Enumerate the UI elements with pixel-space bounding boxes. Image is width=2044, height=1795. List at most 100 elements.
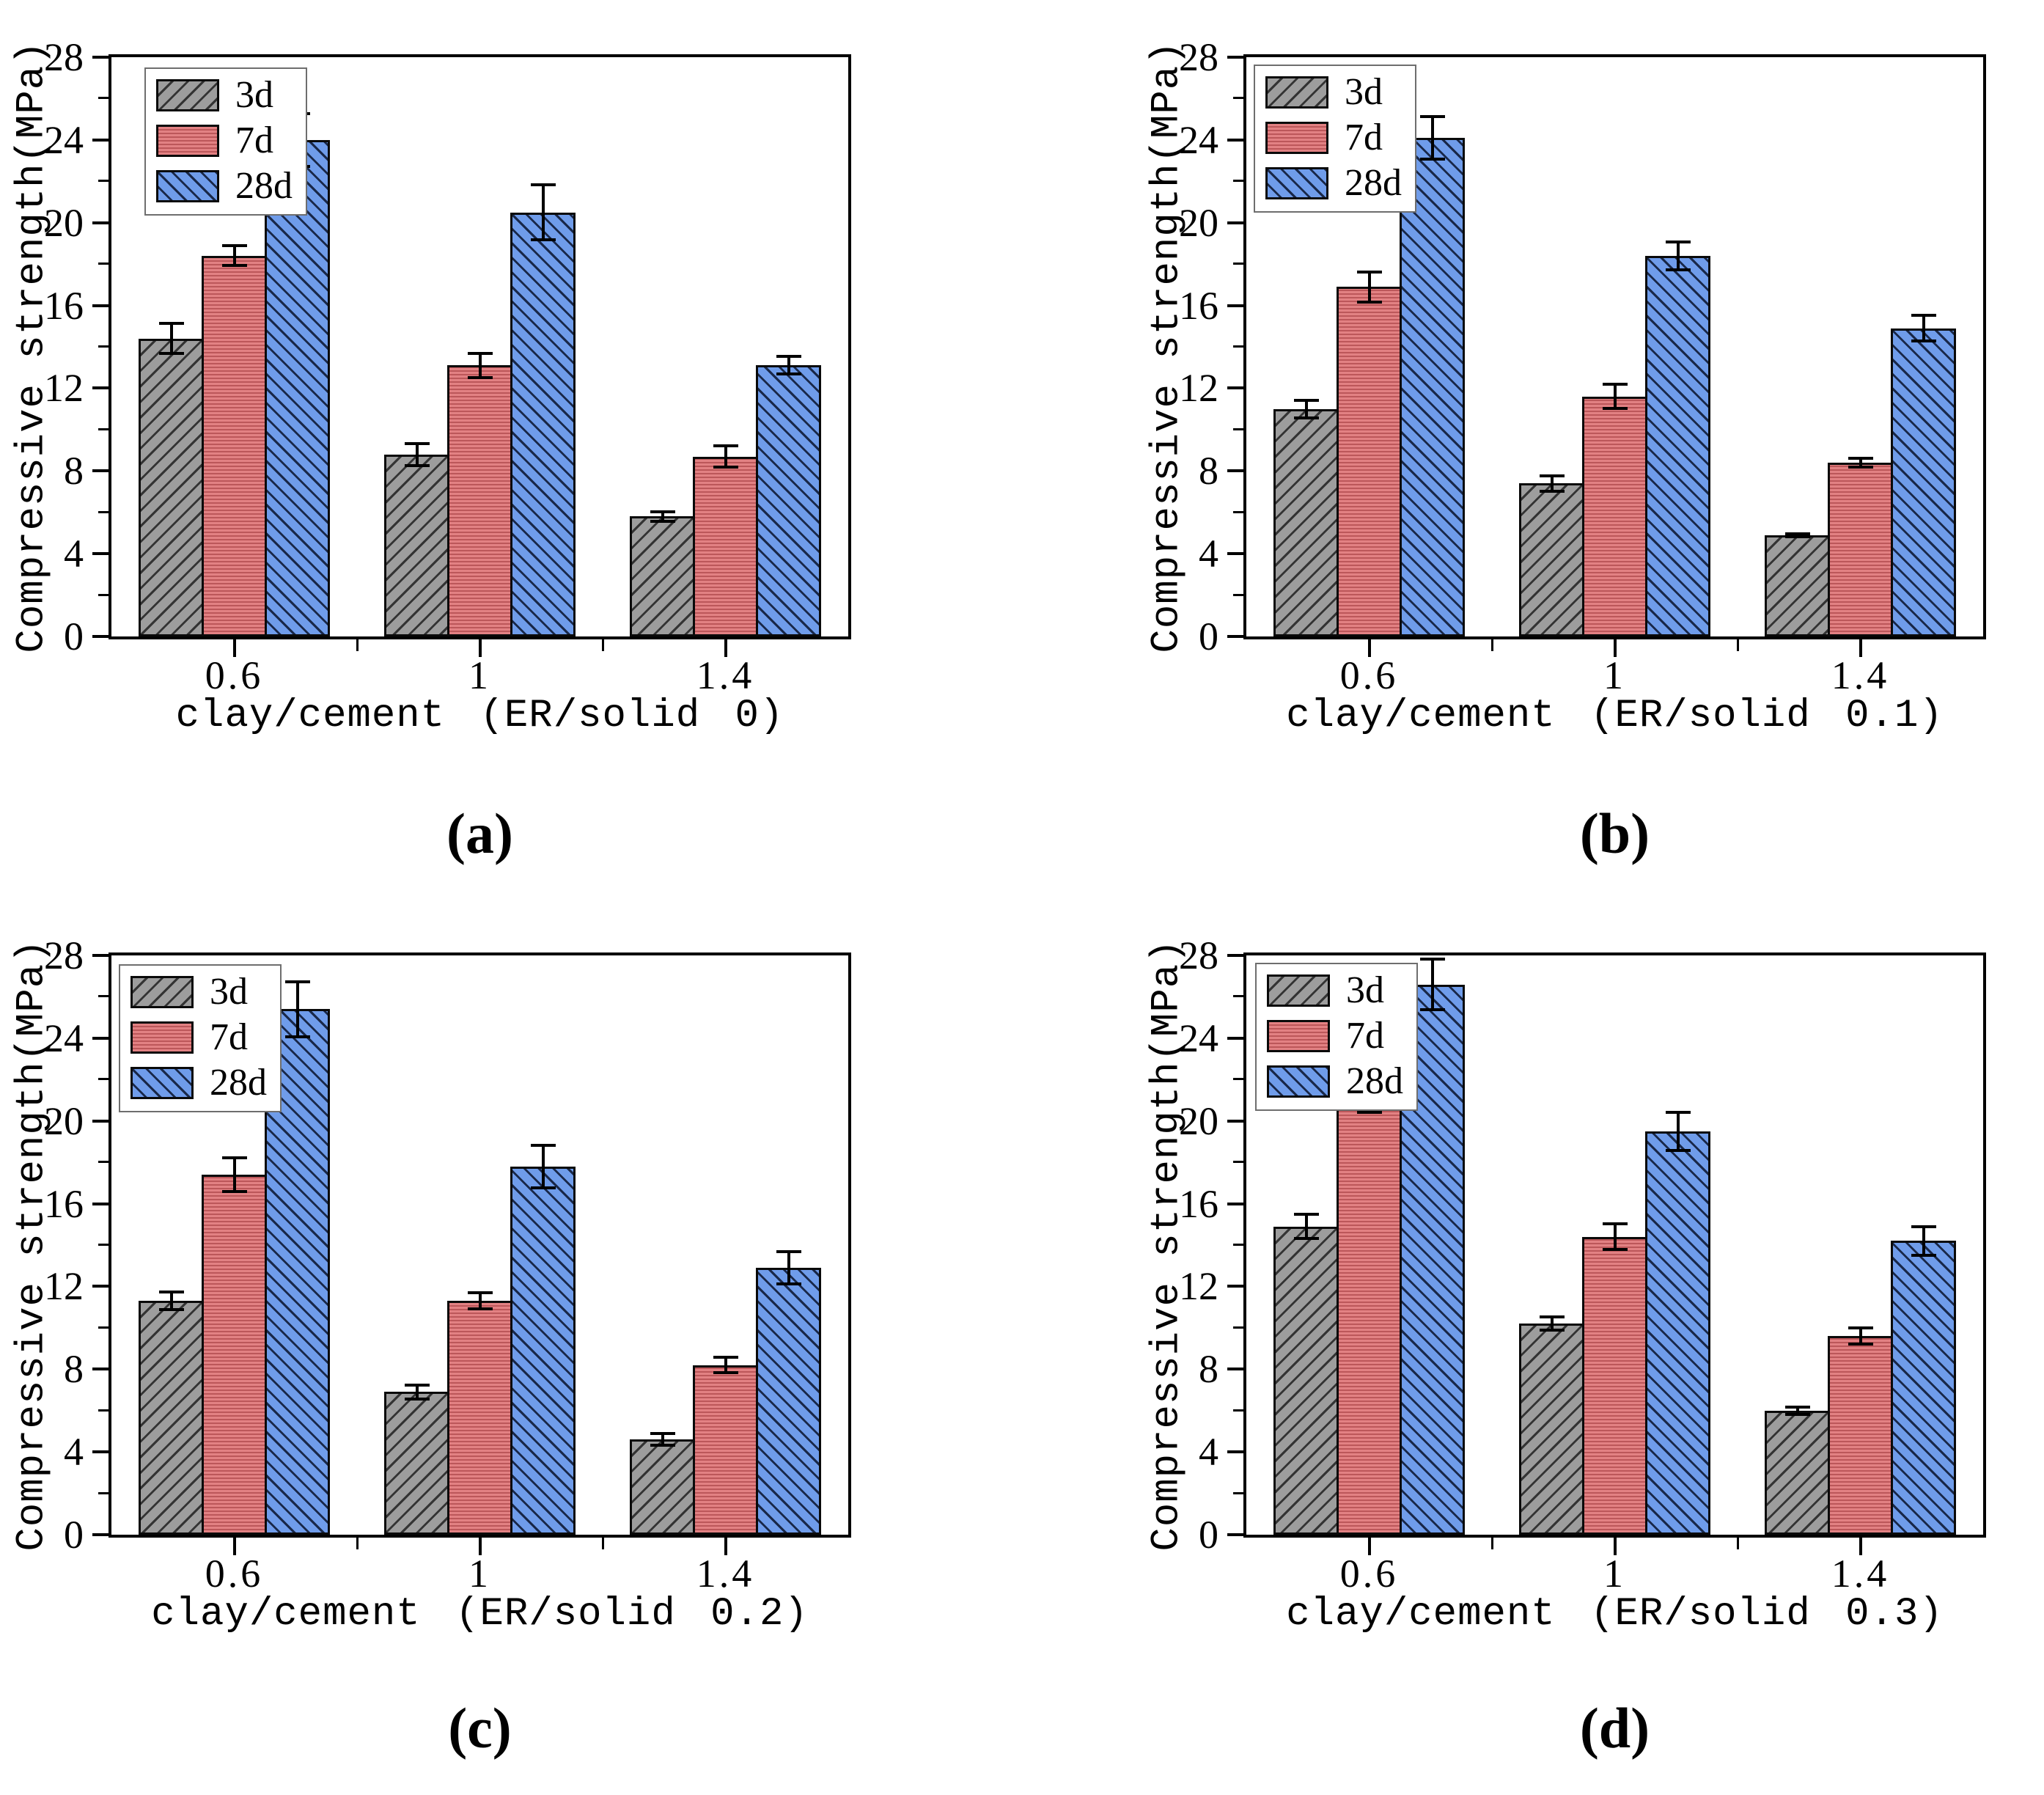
error-bar-cap-bottom xyxy=(1356,300,1382,304)
y-minor-tick xyxy=(98,1409,109,1412)
bar-7d-0.6 xyxy=(1337,1095,1402,1535)
y-minor-tick xyxy=(1233,180,1243,183)
bar-7d-0.6 xyxy=(202,255,267,636)
y-tick-label: 28 xyxy=(1179,933,1218,977)
x-minor-tick xyxy=(601,1538,604,1549)
y-tick-label: 20 xyxy=(44,200,84,245)
y-tick-label: 24 xyxy=(44,1016,84,1060)
x-major-tick xyxy=(232,639,236,657)
error-bar-cap-bottom xyxy=(713,1371,738,1375)
x-tick-label: 1.4 xyxy=(1831,653,1890,697)
y-major-tick xyxy=(1227,469,1243,473)
error-bar-cap-top xyxy=(1911,313,1936,317)
error-bar-stem xyxy=(724,1355,727,1375)
error-bar-cap-top xyxy=(158,322,184,326)
bar-3d-1.4 xyxy=(630,1439,695,1535)
x-tick-label: 0.6 xyxy=(1339,1552,1399,1596)
error-bar-cap-top xyxy=(1848,456,1873,460)
legend-swatch-28d xyxy=(1267,1065,1330,1098)
bar-3d-0.6 xyxy=(139,338,204,636)
legend-label-28d: 28d xyxy=(235,165,293,207)
y-minor-tick xyxy=(1233,1326,1243,1329)
x-minor-tick xyxy=(1736,1538,1739,1549)
y-tick-label: 4 xyxy=(1199,1430,1218,1475)
y-tick-label: 8 xyxy=(1199,449,1218,493)
error-bar-stem xyxy=(232,244,236,268)
y-minor-tick xyxy=(1233,263,1243,265)
error-bar-stem xyxy=(1430,957,1434,1012)
error-bar-cap-bottom xyxy=(1419,1008,1445,1012)
error-bar-cap-top xyxy=(713,1355,738,1359)
error-bar-cap-top xyxy=(404,441,430,445)
legend: 3d 7d 28d xyxy=(1255,963,1418,1111)
error-bar-stem xyxy=(661,1432,664,1447)
y-major-tick xyxy=(1227,635,1243,638)
bar-28d-1 xyxy=(1645,255,1710,636)
x-major-tick xyxy=(1367,639,1371,657)
error-bar-cap-top xyxy=(221,1156,247,1159)
bar-3d-1 xyxy=(384,454,449,636)
error-bar-cap-bottom xyxy=(467,1307,493,1310)
error-bar-cap-bottom xyxy=(221,264,247,268)
legend-swatch-7d xyxy=(130,1021,194,1054)
x-axis-title-a: clay/cement (ER/solid 0) xyxy=(175,694,784,738)
bar-7d-1 xyxy=(447,1301,512,1535)
error-bar-cap-top xyxy=(713,444,738,447)
y-tick-label: 12 xyxy=(1179,1264,1218,1309)
legend-item-7d: 7d xyxy=(1267,1017,1403,1055)
legend-swatch-3d xyxy=(1267,974,1330,1007)
error-bar-cap-bottom xyxy=(1784,1412,1810,1416)
y-minor-tick xyxy=(98,1078,109,1081)
y-minor-tick xyxy=(1233,1161,1243,1164)
y-major-tick xyxy=(1227,1533,1243,1536)
x-major-tick xyxy=(478,639,482,657)
y-minor-tick xyxy=(1233,345,1243,348)
y-tick-label: 16 xyxy=(1179,1181,1218,1226)
error-bar-stem xyxy=(1304,398,1308,419)
error-bar-cap-bottom xyxy=(1539,1329,1565,1332)
y-tick-label: 0 xyxy=(64,614,84,658)
error-bar-stem xyxy=(169,322,173,356)
y-tick-label: 16 xyxy=(44,1181,84,1226)
error-bar-stem xyxy=(1304,1213,1308,1240)
y-major-tick xyxy=(92,138,109,142)
y-tick-label: 20 xyxy=(44,1098,84,1143)
error-bar-cap-bottom xyxy=(404,463,430,467)
y-minor-tick xyxy=(1233,1244,1243,1246)
error-bar-stem xyxy=(1795,1405,1799,1416)
bar-28d-1.4 xyxy=(756,365,821,636)
bar-28d-0.6 xyxy=(1400,138,1465,636)
x-major-tick xyxy=(1367,1538,1371,1555)
y-major-tick xyxy=(1227,304,1243,307)
legend-label-28d: 28d xyxy=(210,1062,267,1104)
bar-28d-1 xyxy=(510,1166,576,1535)
error-bar-cap-top xyxy=(158,1291,184,1294)
y-major-tick xyxy=(92,386,109,390)
y-major-tick xyxy=(1227,1036,1243,1040)
x-major-tick xyxy=(232,1538,236,1555)
legend-label-3d: 3d xyxy=(1345,71,1383,113)
error-bar-stem xyxy=(1550,1315,1554,1332)
legend-swatch-28d xyxy=(156,170,219,202)
error-bar-cap-top xyxy=(1665,240,1691,243)
error-bar-stem xyxy=(724,444,727,469)
y-major-tick xyxy=(92,1119,109,1123)
legend-item-7d: 7d xyxy=(1265,119,1402,157)
x-tick-label: 1 xyxy=(468,653,491,697)
y-tick-label: 12 xyxy=(1179,366,1218,411)
x-major-tick xyxy=(1613,1538,1617,1555)
y-major-tick xyxy=(92,304,109,307)
y-major-tick xyxy=(1227,1202,1243,1205)
error-bar-stem xyxy=(1613,383,1617,411)
bar-3d-1 xyxy=(1519,483,1584,636)
bar-3d-1.4 xyxy=(630,516,695,636)
y-major-tick xyxy=(92,635,109,638)
bar-7d-1.4 xyxy=(1828,1336,1893,1535)
bar-3d-1 xyxy=(1519,1324,1584,1535)
y-major-tick xyxy=(1227,221,1243,224)
y-tick-label: 28 xyxy=(1179,35,1218,79)
caption-a: (a) xyxy=(446,801,513,865)
y-tick-label: 16 xyxy=(44,283,84,328)
legend-label-7d: 7d xyxy=(1345,117,1383,158)
error-bar-cap-top xyxy=(467,352,493,356)
